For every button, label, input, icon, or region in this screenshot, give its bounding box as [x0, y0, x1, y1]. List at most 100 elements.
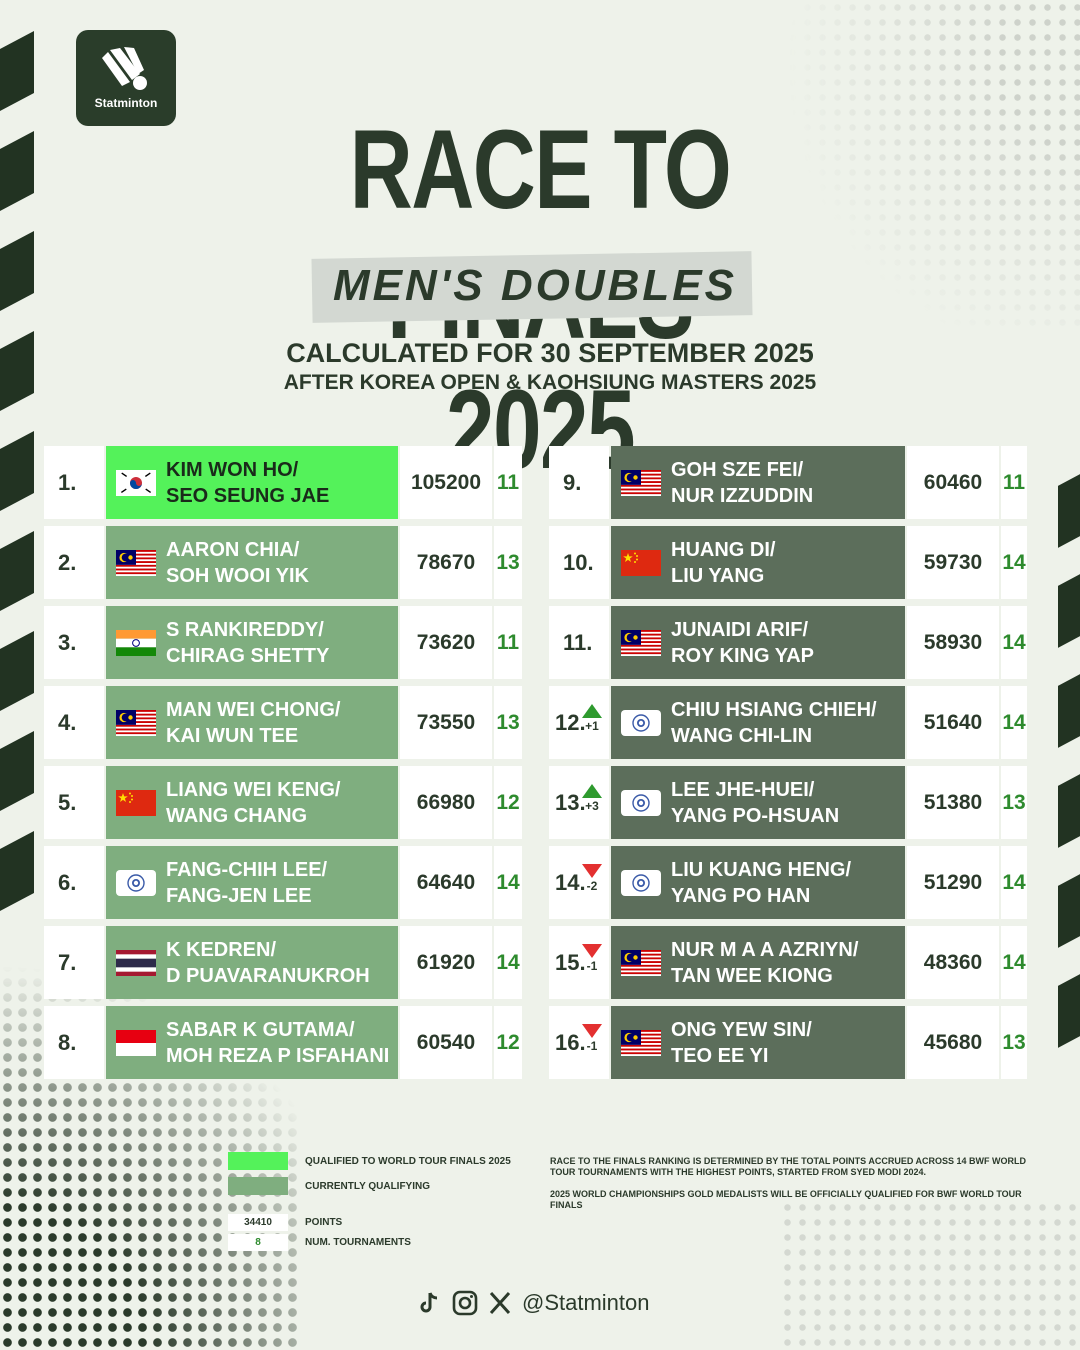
flag-tha-icon	[116, 950, 156, 976]
ranking-row: 8. SABAR K GUTAMA/ MOH REZA P ISFAHANI 6…	[44, 1006, 522, 1079]
social-handle[interactable]: @Statminton	[522, 1290, 650, 1315]
instagram-icon[interactable]	[452, 1290, 478, 1316]
pair-cell: KIM WON HO/ SEO SEUNG JAE	[106, 446, 398, 519]
pair-cell: LEE JHE-HUEI/ YANG PO-HSUAN	[611, 766, 905, 839]
player-two: FANG-JEN LEE	[166, 885, 312, 907]
player-one: HUANG DI/	[671, 539, 776, 561]
x-icon[interactable]	[488, 1290, 512, 1316]
player-two: TAN WEE KIONG	[671, 965, 833, 987]
player-names: LIANG WEI KENG/ WANG CHANG	[166, 777, 340, 829]
tournaments-cell: 14	[1001, 606, 1027, 679]
player-two: YANG PO HAN	[671, 885, 811, 907]
ranking-row: 5. LIANG WEI KENG/ WANG CHANG 66980 12	[44, 766, 522, 839]
player-names: AARON CHIA/ SOH WOOI YIK	[166, 537, 309, 589]
flag-mas-icon	[116, 710, 156, 736]
tiktok-icon[interactable]	[418, 1290, 440, 1316]
pair-cell: HUANG DI/ LIU YANG	[611, 526, 905, 599]
rank-number: 3.	[58, 630, 77, 655]
flag-mas-icon	[621, 950, 661, 976]
decor-dots-top-right	[770, 0, 1080, 330]
rank-cell: 5.	[44, 766, 104, 839]
decor-stripe	[0, 730, 34, 812]
points-cell: 58930	[907, 606, 999, 679]
rank-change-value: -1	[586, 959, 598, 973]
decor-stripe	[0, 530, 34, 612]
player-two: NUR IZZUDDIN	[671, 485, 814, 507]
flag-ind-icon	[116, 630, 156, 656]
pair-cell: GOH SZE FEI/ NUR IZZUDDIN	[611, 446, 905, 519]
ranking-row: 3. S RANKIREDDY/ CHIRAG SHETTY 73620 11	[44, 606, 522, 679]
rank-cell: 11.	[549, 606, 609, 679]
points-cell: 66980	[400, 766, 492, 839]
rank-cell: 10.	[549, 526, 609, 599]
player-two: D PUAVARANUKROH	[166, 965, 370, 987]
pair-cell: CHIU HSIANG CHIEH/ WANG CHI-LIN	[611, 686, 905, 759]
tournaments-cell: 11	[494, 606, 522, 679]
player-one: JUNAIDI ARIF/	[671, 619, 809, 641]
rank-cell: 7.	[44, 926, 104, 999]
rank-cell: 13. +3	[549, 766, 609, 839]
player-one: MAN WEI CHONG/	[166, 699, 341, 721]
tournaments-cell: 14	[494, 846, 522, 919]
flag-tpe-icon	[116, 870, 156, 896]
player-names: LIU KUANG HENG/ YANG PO HAN	[671, 857, 851, 909]
player-one: S RANKIREDDY/	[166, 619, 324, 641]
tournaments-cell: 12	[494, 766, 522, 839]
decor-stripe	[1058, 774, 1080, 848]
rank-cell: 9.	[549, 446, 609, 519]
page-title: RACE TO FINALS 2025	[349, 107, 732, 492]
rank-change-indicator: -1	[581, 1024, 603, 1054]
arrow-up-icon	[582, 704, 602, 718]
decor-stripe	[0, 430, 34, 512]
player-two: ROY KING YAP	[671, 645, 815, 667]
pair-cell: NUR M A A AZRIYN/ TAN WEE KIONG	[611, 926, 905, 999]
player-names: SABAR K GUTAMA/ MOH REZA P ISFAHANI	[166, 1017, 389, 1069]
rank-cell: 1.	[44, 446, 104, 519]
player-two: SOH WOOI YIK	[166, 565, 309, 587]
rank-change-value: +1	[585, 719, 599, 733]
player-one: NUR M A A AZRIYN/	[671, 939, 859, 961]
player-one: AARON CHIA/	[166, 539, 300, 561]
player-names: LEE JHE-HUEI/ YANG PO-HSUAN	[671, 777, 839, 829]
decor-dots-bottom-right	[780, 1200, 1080, 1350]
pair-cell: SABAR K GUTAMA/ MOH REZA P ISFAHANI	[106, 1006, 398, 1079]
points-cell: 61920	[400, 926, 492, 999]
flag-mas-icon	[621, 1030, 661, 1056]
tournaments-cell: 11	[494, 446, 522, 519]
flag-chn-icon	[116, 790, 156, 816]
player-names: NUR M A A AZRIYN/ TAN WEE KIONG	[671, 937, 858, 989]
flag-mas-icon	[116, 550, 156, 576]
calculation-date: CALCULATED FOR 30 SEPTEMBER 2025	[286, 338, 814, 368]
rank-number: 9.	[563, 470, 582, 495]
decor-stripe	[1058, 974, 1080, 1048]
flag-mas-icon	[621, 630, 661, 656]
arrow-up-icon	[582, 784, 602, 798]
player-two: LIU YANG	[671, 565, 765, 587]
rank-cell: 3.	[44, 606, 104, 679]
player-names: JUNAIDI ARIF/ ROY KING YAP	[671, 617, 814, 669]
arrow-down-icon	[582, 944, 602, 958]
points-cell: 73550	[400, 686, 492, 759]
tournaments-cell: 12	[494, 1006, 522, 1079]
decor-stripe	[0, 130, 34, 212]
rank-cell: 15. -1	[549, 926, 609, 999]
player-two: WANG CHANG	[166, 805, 308, 827]
rank-number: 8.	[58, 1030, 77, 1055]
flag-tpe-icon	[621, 790, 661, 816]
decor-stripe	[0, 830, 34, 912]
points-cell: 60540	[400, 1006, 492, 1079]
points-cell: 51290	[907, 846, 999, 919]
player-names: ONG YEW SIN/ TEO EE YI	[671, 1017, 812, 1069]
flag-chn-icon	[621, 550, 661, 576]
rank-change-indicator: -1	[581, 944, 603, 974]
rank-change-value: -1	[586, 1039, 598, 1053]
rank-cell: 4.	[44, 686, 104, 759]
player-one: LEE JHE-HUEI/	[671, 779, 815, 801]
pair-cell: LIANG WEI KENG/ WANG CHANG	[106, 766, 398, 839]
legend-label-qualified: QUALIFIED TO WORLD TOUR FINALS 2025	[305, 1156, 511, 1167]
pair-cell: MAN WEI CHONG/ KAI WUN TEE	[106, 686, 398, 759]
points-cell: 78670	[400, 526, 492, 599]
player-one: K KEDREN/	[166, 939, 277, 961]
tournaments-cell: 14	[1001, 686, 1027, 759]
rank-change-indicator: +1	[581, 704, 603, 734]
